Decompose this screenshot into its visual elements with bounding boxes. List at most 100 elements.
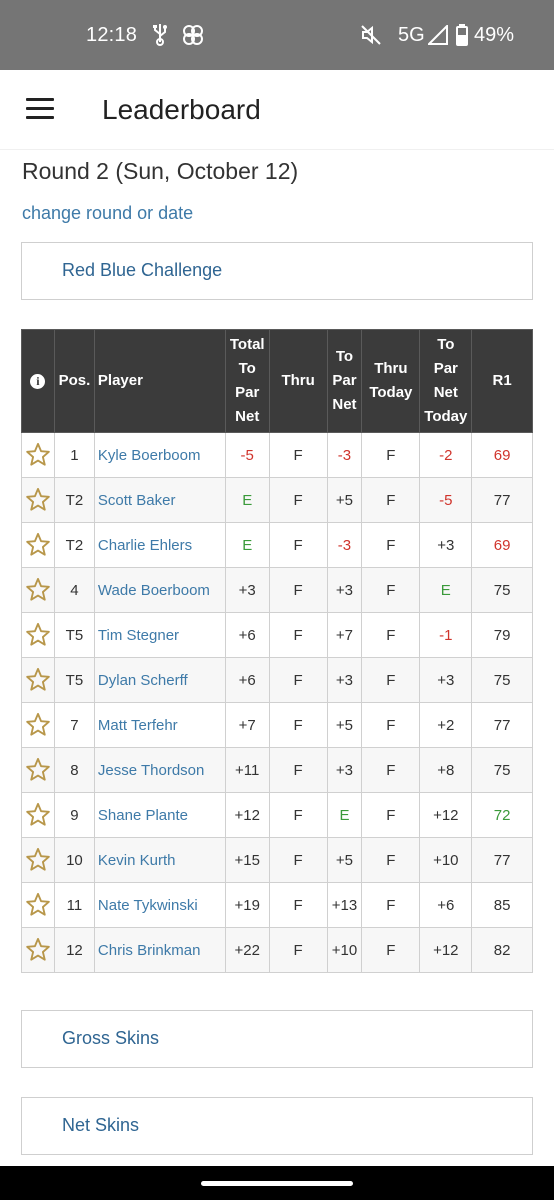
favorite-cell[interactable] bbox=[21, 747, 55, 793]
star-outline-icon[interactable] bbox=[24, 756, 52, 784]
star-outline-icon[interactable] bbox=[24, 846, 52, 874]
thru-cell: F bbox=[268, 477, 328, 523]
table-row: 7 Matt Terfehr +7 F +5 F +2 77 bbox=[21, 702, 533, 748]
star-outline-icon[interactable] bbox=[24, 486, 52, 514]
favorite-cell[interactable] bbox=[21, 927, 55, 973]
player-name-link[interactable]: Charlie Ehlers bbox=[93, 522, 226, 568]
net-skins-button[interactable]: Net Skins bbox=[21, 1097, 533, 1155]
star-outline-icon[interactable] bbox=[24, 891, 52, 919]
favorite-cell[interactable] bbox=[21, 567, 55, 613]
to-par-net-cell: +3 bbox=[326, 567, 363, 613]
position-cell: 1 bbox=[53, 432, 95, 478]
to-par-net-today-header[interactable]: To Par Net Today bbox=[419, 329, 473, 433]
table-row: 8 Jesse Thordson +11 F +3 F +8 75 bbox=[21, 747, 533, 793]
star-outline-icon[interactable] bbox=[24, 441, 52, 469]
hamburger-icon[interactable] bbox=[26, 98, 54, 120]
player-name-link[interactable]: Kyle Boerboom bbox=[93, 432, 226, 478]
star-outline-icon[interactable] bbox=[24, 936, 52, 964]
r1-cell: 85 bbox=[471, 882, 533, 928]
table-header-row: i Pos. Player Total To Par Net Thru To P… bbox=[21, 329, 533, 433]
player-name-link[interactable]: Dylan Scherff bbox=[93, 657, 226, 703]
favorite-cell[interactable] bbox=[21, 882, 55, 928]
position-cell: 9 bbox=[53, 792, 95, 838]
table-row: 12 Chris Brinkman +22 F +10 F +12 82 bbox=[21, 927, 533, 973]
player-name-link[interactable]: Chris Brinkman bbox=[93, 927, 226, 973]
to-par-net-today-cell: +12 bbox=[419, 927, 473, 973]
total-to-par-net-cell: E bbox=[224, 522, 270, 568]
network-type: 5G bbox=[398, 24, 425, 46]
thru-today-cell: F bbox=[361, 702, 421, 748]
star-outline-icon[interactable] bbox=[24, 576, 52, 604]
total-to-par-net-cell: +12 bbox=[224, 792, 270, 838]
star-outline-icon[interactable] bbox=[24, 711, 52, 739]
star-outline-icon[interactable] bbox=[24, 621, 52, 649]
r1-cell: 77 bbox=[471, 702, 533, 748]
total-to-par-net-cell: +6 bbox=[224, 657, 270, 703]
thru-cell: F bbox=[268, 747, 328, 793]
favorite-cell[interactable] bbox=[21, 432, 55, 478]
r1-cell: 75 bbox=[471, 747, 533, 793]
star-outline-icon[interactable] bbox=[24, 801, 52, 829]
thru-header[interactable]: Thru bbox=[268, 329, 328, 433]
total-to-par-net-cell: +6 bbox=[224, 612, 270, 658]
favorite-cell[interactable] bbox=[21, 837, 55, 883]
table-row: T2 Charlie Ehlers E F -3 F +3 69 bbox=[21, 522, 533, 568]
table-row: T5 Tim Stegner +6 F +7 F -1 79 bbox=[21, 612, 533, 658]
home-gesture-handle[interactable] bbox=[201, 1181, 353, 1186]
r1-cell: 69 bbox=[471, 522, 533, 568]
favorite-cell[interactable] bbox=[21, 612, 55, 658]
thru-today-cell: F bbox=[361, 567, 421, 613]
player-name-link[interactable]: Matt Terfehr bbox=[93, 702, 226, 748]
thru-today-header[interactable]: Thru Today bbox=[361, 329, 421, 433]
r1-header[interactable]: R1 bbox=[471, 329, 533, 433]
table-row: 9 Shane Plante +12 F E F +12 72 bbox=[21, 792, 533, 838]
favorite-cell[interactable] bbox=[21, 792, 55, 838]
player-header[interactable]: Player bbox=[93, 329, 226, 433]
to-par-net-today-cell: -2 bbox=[419, 432, 473, 478]
player-name-link[interactable]: Shane Plante bbox=[93, 792, 226, 838]
player-name-link[interactable]: Scott Baker bbox=[93, 477, 226, 523]
player-name-link[interactable]: Nate Tykwinski bbox=[93, 882, 226, 928]
leaderboard-table: i Pos. Player Total To Par Net Thru To P… bbox=[21, 329, 533, 973]
table-row: T2 Scott Baker E F +5 F -5 77 bbox=[21, 477, 533, 523]
info-icon[interactable]: i bbox=[30, 374, 46, 389]
thru-today-cell: F bbox=[361, 657, 421, 703]
favorite-cell[interactable] bbox=[21, 657, 55, 703]
favorite-cell[interactable] bbox=[21, 522, 55, 568]
table-row: 1 Kyle Boerboom -5 F -3 F -2 69 bbox=[21, 432, 533, 478]
info-header[interactable]: i bbox=[21, 329, 55, 433]
page-title: Leaderboard bbox=[102, 94, 261, 125]
thru-cell: F bbox=[268, 612, 328, 658]
total-to-par-net-cell: +15 bbox=[224, 837, 270, 883]
thru-today-cell: F bbox=[361, 747, 421, 793]
favorite-cell[interactable] bbox=[21, 702, 55, 748]
thru-today-cell: F bbox=[361, 837, 421, 883]
app-header: Leaderboard bbox=[0, 70, 554, 150]
change-round-link[interactable]: change round or date bbox=[22, 203, 194, 223]
total-to-par-net-header[interactable]: Total To Par Net bbox=[224, 329, 270, 433]
thru-cell: F bbox=[268, 837, 328, 883]
thru-today-cell: F bbox=[361, 522, 421, 568]
to-par-net-header[interactable]: To Par Net bbox=[326, 329, 363, 433]
position-cell: 11 bbox=[53, 882, 95, 928]
total-to-par-net-cell: +19 bbox=[224, 882, 270, 928]
r1-cell: 72 bbox=[471, 792, 533, 838]
r1-cell: 75 bbox=[471, 657, 533, 703]
red-blue-challenge-button[interactable]: Red Blue Challenge bbox=[21, 242, 533, 300]
pinwheel-icon bbox=[183, 25, 203, 45]
star-outline-icon[interactable] bbox=[24, 666, 52, 694]
r1-cell: 79 bbox=[471, 612, 533, 658]
player-name-link[interactable]: Tim Stegner bbox=[93, 612, 226, 658]
favorite-cell[interactable] bbox=[21, 477, 55, 523]
to-par-net-today-cell: E bbox=[419, 567, 473, 613]
thru-cell: F bbox=[268, 657, 328, 703]
star-outline-icon[interactable] bbox=[24, 531, 52, 559]
status-time: 12:18 bbox=[86, 24, 138, 46]
to-par-net-cell: +3 bbox=[326, 747, 363, 793]
player-name-link[interactable]: Kevin Kurth bbox=[93, 837, 226, 883]
pos-header[interactable]: Pos. bbox=[53, 329, 95, 433]
gross-skins-button[interactable]: Gross Skins bbox=[21, 1010, 533, 1068]
player-name-link[interactable]: Wade Boerboom bbox=[93, 567, 226, 613]
player-name-link[interactable]: Jesse Thordson bbox=[93, 747, 226, 793]
system-nav-bar bbox=[0, 1166, 554, 1200]
